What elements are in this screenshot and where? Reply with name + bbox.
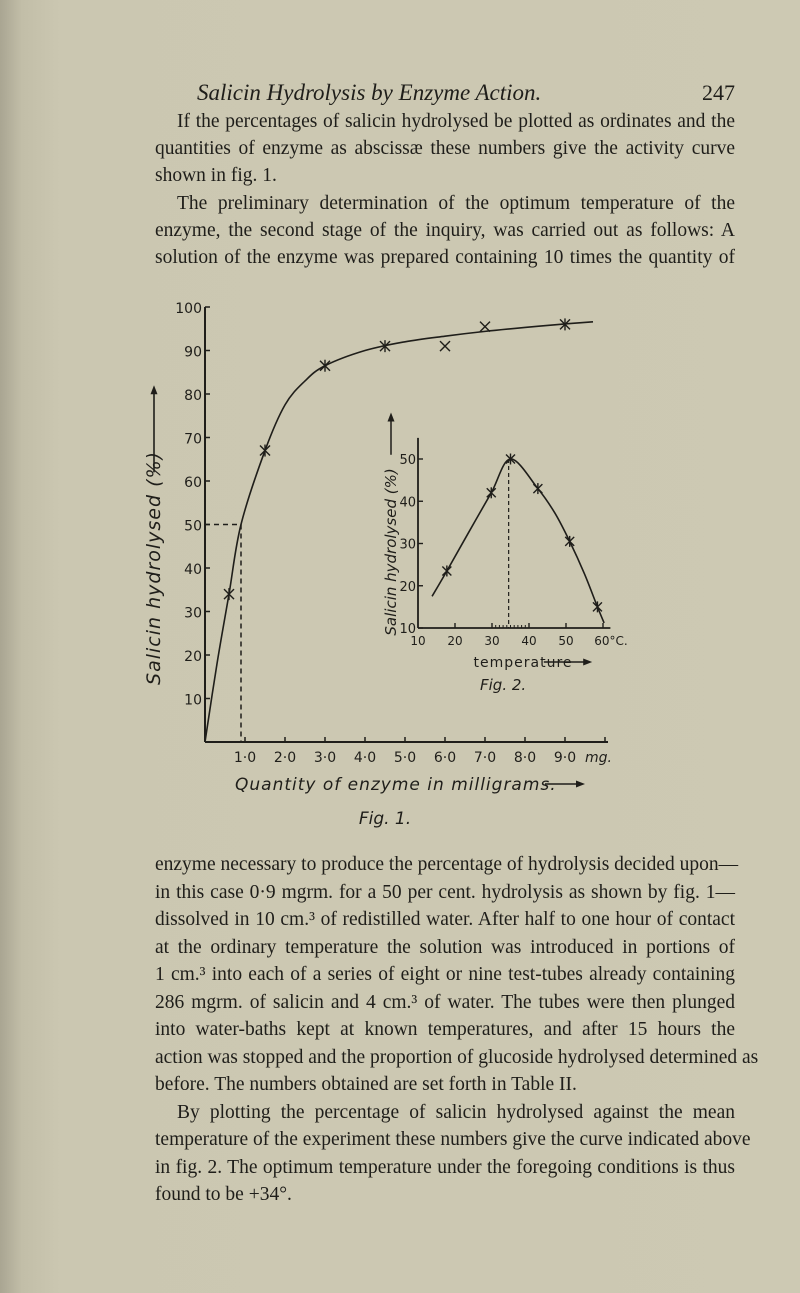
fig1-y-tick-label: 50 bbox=[184, 519, 202, 535]
running-title: Salicin Hydrolysis by Enzyme Action. bbox=[197, 80, 542, 105]
fig2-caption: Fig. 2. bbox=[480, 676, 526, 694]
arrow-head-icon bbox=[387, 412, 395, 422]
fig1-caption: Fig. 1. bbox=[359, 809, 411, 829]
fig2-y-tick-label: 10 bbox=[399, 622, 416, 637]
fig1-x-tick-label: 9·0 bbox=[554, 750, 576, 766]
fig1-y-tick-label: 30 bbox=[184, 606, 202, 622]
arrow-head-icon bbox=[583, 658, 593, 666]
fig1-x-tick-label: 4·0 bbox=[354, 750, 376, 766]
text-line: into water-baths kept at known temperatu… bbox=[155, 1019, 735, 1040]
star-marker bbox=[559, 318, 571, 331]
star-marker bbox=[319, 359, 331, 372]
star-marker bbox=[532, 483, 543, 495]
text-line: enzyme, the second stage of the inquiry,… bbox=[155, 219, 735, 241]
text-line: in this case 0·9 mgrm. for a 50 per cent… bbox=[155, 881, 735, 903]
text-line: before. The numbers obtained are set for… bbox=[155, 1074, 577, 1095]
fig2-x-tick-label: 20 bbox=[447, 634, 462, 648]
star-marker bbox=[505, 453, 516, 465]
fig1-x-tick-label: 2·0 bbox=[274, 750, 296, 766]
fig2-x-tick-label: 30 bbox=[484, 634, 499, 648]
fig2-x-tick-label: 60°C. bbox=[594, 634, 627, 648]
arrow-head-icon bbox=[576, 780, 585, 788]
text-line: dissolved in 10 cm.³ of redistilled wate… bbox=[155, 909, 735, 930]
star-marker bbox=[379, 340, 391, 353]
cross-marker bbox=[479, 321, 491, 333]
running-head: Salicin Hydrolysis by Enzyme Action. 247 bbox=[155, 80, 735, 110]
text-line: temperature of the experiment these numb… bbox=[155, 1129, 751, 1150]
text-line: 1 cm.³ into each of a series of eight or… bbox=[155, 964, 735, 985]
fig1-x-tick-label: 8·0 bbox=[514, 750, 536, 766]
text-line: at the ordinary temperature the solution… bbox=[155, 936, 735, 958]
text-line: shown in fig. 1. bbox=[155, 165, 277, 187]
fig2-x-tick-label: 10 bbox=[410, 634, 425, 648]
text-line: 286 mgrm. of salicin and 4 cm.³ of water… bbox=[155, 991, 735, 1013]
marker-stroke bbox=[439, 340, 451, 352]
fig1-x-axis-label: Quantity of enzyme in milligrams. bbox=[235, 775, 557, 795]
arrow-head-icon bbox=[150, 385, 158, 395]
fig1-y-axis-label: Salicin hydrolysed (%) bbox=[143, 451, 165, 685]
fig2-y-axis-label: Salicin hydrolysed (%) bbox=[382, 468, 400, 635]
star-marker bbox=[259, 444, 271, 457]
fig2-x-tick-label: 40 bbox=[521, 634, 536, 648]
text-line: solution of the enzyme was prepared cont… bbox=[155, 247, 735, 268]
fig2-x-axis-label: temperature bbox=[474, 655, 573, 671]
fig2-y-tick-label: 40 bbox=[399, 495, 416, 510]
fig1-x-tick-label: 6·0 bbox=[434, 750, 456, 766]
fig1-x-unit: mg. bbox=[585, 750, 612, 766]
fig1-y-tick-label: 90 bbox=[184, 345, 202, 361]
fig2-x-tick-label: 50 bbox=[558, 634, 573, 648]
fig1-y-tick-label: 80 bbox=[184, 388, 202, 404]
star-marker bbox=[486, 487, 497, 499]
fig2-chart: 10 20 30 40 50 10 20 30 40 50 60°C. temperature Fig.… bbox=[382, 412, 628, 694]
text-line: By plotting the percentage of salicin hy… bbox=[177, 1101, 735, 1123]
text-line: in fig. 2. The optimum temperature under… bbox=[155, 1156, 735, 1178]
fig1-chart: 10 20 30 40 50 60 70 80 90 100 1·0 2·0 3·0 4·0 5·0 6·0 7… bbox=[143, 301, 612, 829]
text-line: If the percentages of salicin hydrolysed… bbox=[177, 111, 735, 132]
text-line: The preliminary determination of the opt… bbox=[177, 192, 735, 214]
fig2-y-tick-label: 20 bbox=[399, 580, 416, 595]
text-line: quantities of enzyme as abscissæ these n… bbox=[155, 138, 735, 160]
fig2-curve bbox=[431, 458, 605, 624]
fig1-x-tick-label: 1·0 bbox=[234, 750, 256, 766]
fig1-curve bbox=[204, 320, 594, 743]
star-marker bbox=[564, 535, 575, 547]
star-marker bbox=[441, 565, 452, 577]
fig1-y-tick-label: 40 bbox=[184, 562, 202, 578]
fig1-y-tick-label: 70 bbox=[184, 432, 202, 448]
fig2-y-tick-label: 30 bbox=[399, 538, 416, 553]
text-line: enzyme necessary to produce the percenta… bbox=[155, 854, 739, 875]
text-line: found to be +34°. bbox=[155, 1184, 292, 1205]
fig1-y-tick-label: 60 bbox=[184, 475, 202, 491]
cross-marker bbox=[439, 340, 451, 352]
fig1-y-tick-label: 20 bbox=[184, 649, 202, 665]
fig2-y-tick-label: 50 bbox=[399, 453, 416, 468]
marker-stroke bbox=[479, 321, 491, 333]
page-number: 247 bbox=[702, 80, 735, 105]
fig1-x-tick-label: 3·0 bbox=[314, 750, 336, 766]
star-marker bbox=[592, 601, 603, 613]
text-line: action was stopped and the proportion of… bbox=[155, 1046, 759, 1068]
star-marker bbox=[223, 588, 235, 601]
fig1-x-tick-label: 5·0 bbox=[394, 750, 416, 766]
fig1-y-tick-label: 100 bbox=[175, 301, 202, 317]
fig1-x-tick-label: 7·0 bbox=[474, 750, 496, 766]
fig1-y-tick-label: 10 bbox=[184, 693, 202, 709]
